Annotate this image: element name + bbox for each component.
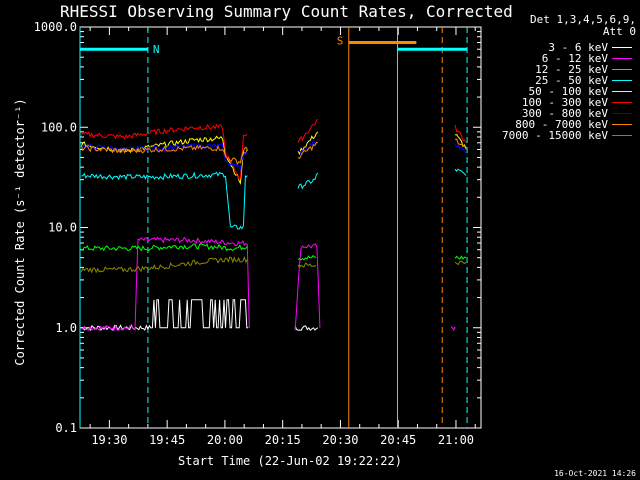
legend-swatch: [612, 102, 632, 103]
legend-entry: 100 - 300 keV: [502, 97, 632, 108]
legend-swatch: [612, 69, 632, 70]
legend-swatch: [612, 124, 632, 125]
timestamp: 16-Oct-2021 14:26: [554, 469, 636, 478]
series-line-8: [297, 262, 317, 268]
legend-label: 7000 - 15000 keV: [502, 129, 608, 142]
legend-swatch: [612, 135, 632, 136]
y-tick-label: 0.1: [55, 421, 77, 435]
x-tick-label: 20:45: [380, 433, 416, 447]
series-line-1: [81, 236, 250, 332]
series-line-6: [454, 143, 467, 154]
x-tick-label: 21:00: [438, 433, 474, 447]
legend-entry: 3 - 6 keV: [502, 42, 632, 53]
chart-legend: 3 - 6 keV 6 - 12 keV 12 - 25 keV 25 - 50 ke…: [502, 42, 632, 141]
legend-label: 800 - 7000 keV: [515, 118, 608, 131]
legend-header-line-2: Att 0: [602, 25, 636, 38]
series-line-8: [80, 255, 248, 274]
legend-label: 300 - 800 keV: [521, 107, 608, 120]
x-tick-label: 20:30: [322, 433, 358, 447]
legend-entry: 25 - 50 keV: [502, 75, 632, 86]
y-tick-label: 1.0: [55, 321, 77, 335]
legend-label: 12 - 25 keV: [535, 63, 608, 76]
series-line-2: [81, 243, 248, 252]
series-line-5: [297, 118, 319, 143]
series-line-7: [297, 141, 319, 160]
legend-entry: 50 - 100 keV: [502, 86, 632, 97]
series-line-5: [80, 123, 248, 181]
legend-entry: 300 - 800 keV: [502, 108, 632, 119]
x-tick-label: 20:00: [207, 433, 243, 447]
plot-frame: [79, 26, 482, 429]
series-line-5: [454, 124, 467, 144]
legend-swatch: [612, 58, 632, 59]
annotation-night-label: N: [153, 43, 160, 56]
chart-title: RHESSI Observing Summary Count Rates, Co…: [60, 2, 513, 21]
series-line-3: [297, 172, 319, 190]
legend-label: 25 - 50 keV: [535, 74, 608, 87]
y-tick-label: 1000.0: [34, 20, 77, 34]
legend-entry: 12 - 25 keV: [502, 64, 632, 75]
legend-label: 6 - 12 keV: [541, 52, 608, 65]
series-line-0: [294, 325, 319, 331]
series-line-7: [80, 144, 248, 165]
series-line-2: [454, 255, 467, 260]
series-line-2: [297, 255, 317, 261]
legend-label: 3 - 6 keV: [548, 41, 608, 54]
legend-header: Det 1,3,4,5,6,9, Att 0: [530, 14, 636, 38]
series-line-3: [454, 168, 467, 176]
legend-label: 50 - 100 keV: [528, 85, 608, 98]
legend-swatch: [612, 91, 632, 92]
series-line-4: [297, 131, 319, 156]
y-tick-label: 100.0: [41, 120, 77, 134]
legend-entry: 6 - 12 keV: [502, 53, 632, 64]
x-tick-label: 19:30: [91, 433, 127, 447]
x-axis-label: Start Time (22-Jun-02 19:22:22): [178, 454, 402, 468]
series-line-7: [455, 138, 467, 150]
legend-entry: 800 - 7000 keV: [502, 119, 632, 130]
y-axis-label: Corrected Count Rate (s⁻¹ detector⁻¹): [13, 98, 27, 366]
series-line-3: [81, 171, 248, 230]
x-tick-label: 19:45: [149, 433, 185, 447]
legend-swatch: [612, 47, 632, 48]
annotation-saa-label: S: [337, 35, 344, 48]
series-line-1: [294, 243, 321, 331]
legend-swatch: [612, 80, 632, 81]
y-tick-label: 10.0: [48, 221, 77, 235]
x-tick-label: 20:15: [265, 433, 301, 447]
legend-entry: 7000 - 15000 keV: [502, 130, 632, 141]
series-line-1: [450, 325, 456, 331]
legend-header-line-1: Det 1,3,4,5,6,9,: [530, 13, 636, 26]
series-line-0: [81, 299, 249, 332]
series-line-8: [454, 260, 467, 266]
series-line-4: [455, 134, 467, 149]
legend-swatch: [612, 113, 632, 114]
legend-label: 100 - 300 keV: [521, 96, 608, 109]
